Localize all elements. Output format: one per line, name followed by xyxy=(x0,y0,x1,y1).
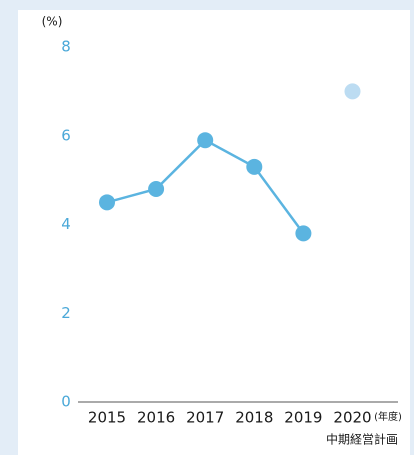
y-tick-label: 2 xyxy=(61,304,71,322)
x-tick-label: 2019 xyxy=(284,409,322,427)
annotation: 中期経営計画 xyxy=(326,432,398,447)
point xyxy=(344,83,361,100)
y-axis-label: (%) xyxy=(42,15,63,29)
point xyxy=(99,194,115,211)
y-tick-label: 8 xyxy=(61,38,71,56)
x-tick-label: 2015 xyxy=(88,409,126,427)
point xyxy=(246,158,263,175)
point xyxy=(295,225,312,242)
x-tick-label: 2016 xyxy=(137,409,175,427)
point xyxy=(197,132,214,149)
y-tick-label: 0 xyxy=(61,393,71,411)
x-tick-label: 2020 xyxy=(333,409,371,427)
x-tick-label: 2017 xyxy=(186,409,224,427)
x-axis-label: (年度) xyxy=(374,410,402,423)
y-tick-label: 6 xyxy=(61,126,71,144)
point xyxy=(148,181,165,197)
line xyxy=(106,138,305,235)
y-tick-label: 4 xyxy=(61,215,71,233)
x-tick-label: 2018 xyxy=(235,409,273,427)
chart-panel xyxy=(18,10,410,455)
